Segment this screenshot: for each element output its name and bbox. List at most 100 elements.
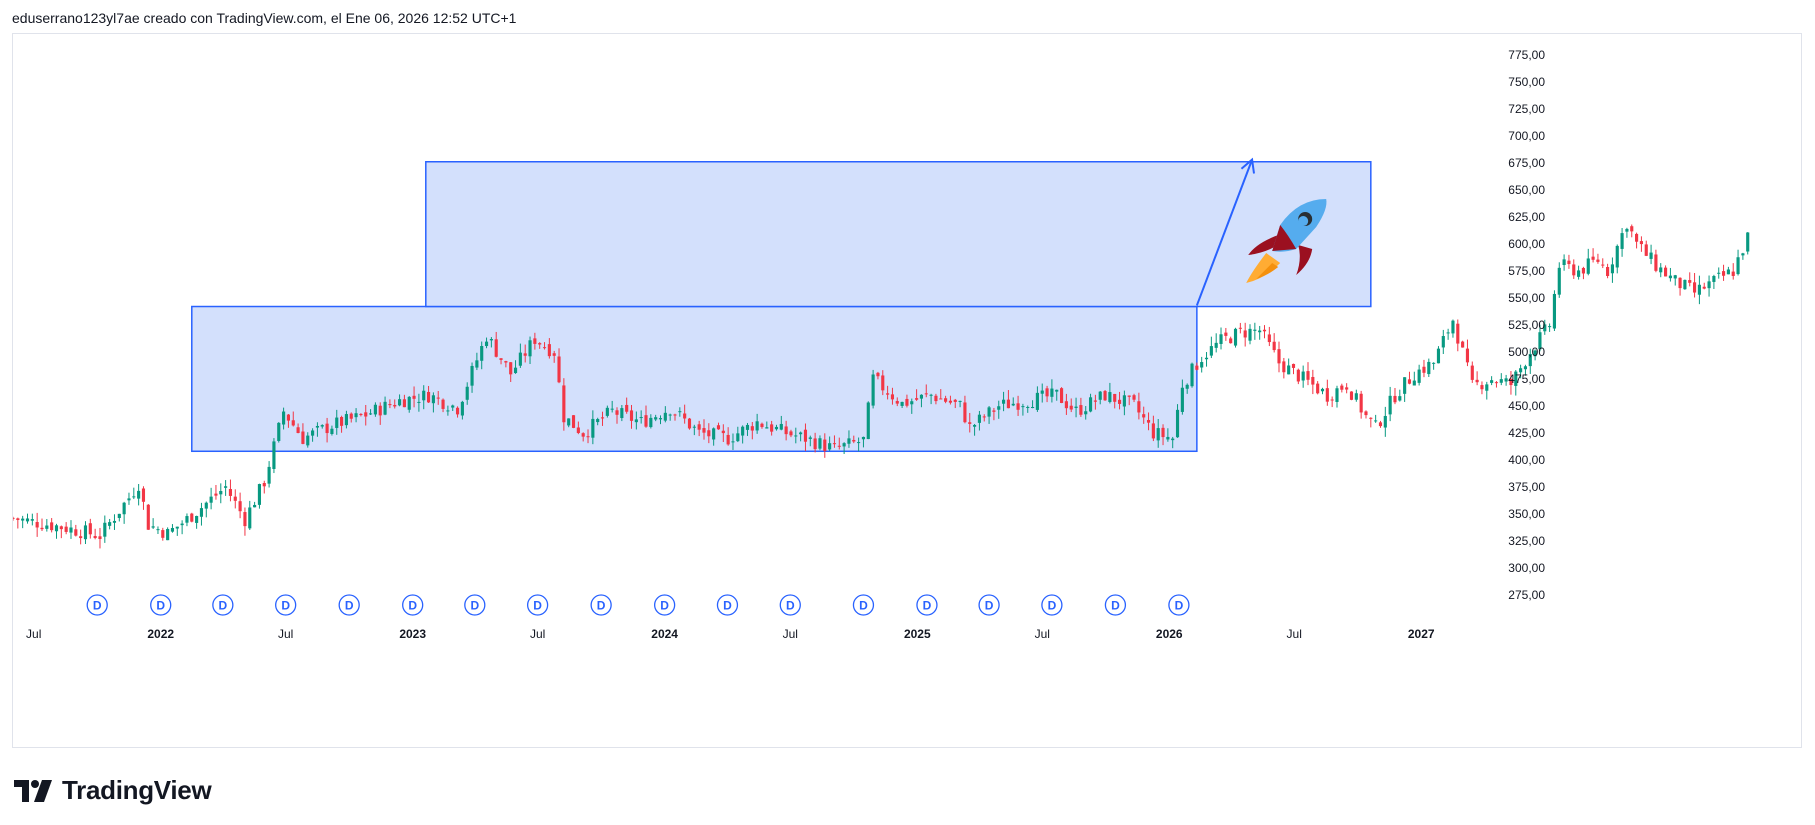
candle <box>610 400 614 413</box>
candle <box>383 396 387 416</box>
candle <box>1103 389 1107 401</box>
candle <box>895 397 899 407</box>
candle <box>697 420 701 437</box>
candle <box>175 526 179 536</box>
candle <box>1200 356 1204 373</box>
candle <box>1079 397 1083 417</box>
time-tick-label: 2026 <box>1156 627 1183 641</box>
chart-svg[interactable]: D D D D D D D D D D D D D D D D D D 275,00 300,00 325,00 350… <box>13 34 1801 747</box>
candle <box>1499 373 1503 386</box>
dividend-marker[interactable]: D <box>338 594 360 616</box>
candle <box>1673 274 1677 286</box>
candle <box>45 518 49 532</box>
candle <box>93 528 97 540</box>
price-tick-label: 675,00 <box>1508 156 1545 170</box>
candle <box>1026 405 1030 413</box>
time-tick-label: Jul <box>26 627 41 641</box>
price-tick-label: 375,00 <box>1508 480 1545 494</box>
dividend-marker[interactable]: D <box>1168 594 1190 616</box>
time-tick-label: 2025 <box>904 627 931 641</box>
dividend-marker[interactable]: D <box>275 594 297 616</box>
dividend-marker[interactable]: D <box>464 594 486 616</box>
dividend-marker[interactable]: D <box>916 594 938 616</box>
candle <box>518 343 522 368</box>
brand-name: TradingView <box>62 775 212 805</box>
candle <box>1552 290 1557 332</box>
price-tick-label: 275,00 <box>1508 588 1545 602</box>
candle <box>1630 224 1634 238</box>
dividend-marker[interactable]: D <box>526 594 549 616</box>
candle <box>1267 326 1271 347</box>
candle <box>1625 227 1629 238</box>
time-tick-label: Jul <box>1287 627 1302 641</box>
candle <box>489 337 493 348</box>
candle <box>1504 374 1508 386</box>
dividend-label: D <box>923 599 932 613</box>
candle <box>441 398 445 413</box>
candle <box>1040 383 1044 403</box>
price-tick-label: 575,00 <box>1508 264 1545 278</box>
candle <box>929 393 933 405</box>
candle <box>1253 322 1257 340</box>
dividend-marker[interactable]: D <box>1104 594 1127 616</box>
candle <box>919 394 924 408</box>
dividend-marker[interactable]: D <box>402 594 424 616</box>
candle <box>890 387 895 405</box>
candle <box>13 516 15 521</box>
candle <box>1369 417 1373 428</box>
dividend-label: D <box>93 599 102 613</box>
candle <box>1519 364 1523 379</box>
dividend-marker[interactable]: D <box>716 594 739 616</box>
candle <box>369 409 373 416</box>
dividend-marker[interactable]: D <box>86 594 108 616</box>
candle <box>108 518 112 530</box>
price-tick-label: 350,00 <box>1508 507 1545 521</box>
candle <box>1364 410 1368 419</box>
candle <box>88 518 92 539</box>
candle <box>166 527 170 541</box>
candle <box>1644 240 1648 257</box>
candle <box>644 405 648 428</box>
chart-frame[interactable]: D D D D D D D D D D D D D D D D D D 275,00 300,00 325,00 350… <box>12 33 1802 748</box>
brand-logo[interactable]: TradingView <box>14 775 212 806</box>
dividend-marker[interactable]: D <box>1041 594 1063 616</box>
arrow-line[interactable] <box>1195 159 1254 306</box>
dividend-marker[interactable]: D <box>653 594 676 616</box>
dividend-marker[interactable]: D <box>590 594 612 616</box>
candle <box>997 400 1001 419</box>
dividend-marker[interactable]: D <box>212 594 234 616</box>
candle <box>741 425 745 444</box>
candle <box>180 520 184 535</box>
candle <box>494 331 498 358</box>
candle <box>1031 400 1035 409</box>
candle <box>1064 393 1068 415</box>
candle <box>1248 324 1252 345</box>
candle <box>1523 364 1528 376</box>
candle <box>1316 381 1320 395</box>
candle <box>301 423 305 445</box>
candle <box>1581 266 1585 280</box>
candle <box>562 378 566 431</box>
candle <box>1035 386 1039 412</box>
candle <box>1059 387 1064 404</box>
candle <box>1262 325 1267 339</box>
candle <box>953 398 957 409</box>
candle <box>784 420 788 441</box>
candle <box>1683 279 1687 290</box>
candle <box>1697 275 1701 305</box>
range-box-2[interactable] <box>425 161 1372 308</box>
dividend-marker[interactable]: D <box>852 594 875 616</box>
dividend-marker[interactable]: D <box>150 594 172 616</box>
dividend-marker[interactable]: D <box>779 594 801 616</box>
candle <box>1403 377 1407 402</box>
dividend-marker[interactable]: D <box>978 594 1000 616</box>
candle <box>1668 267 1672 282</box>
candle <box>417 393 421 412</box>
candle <box>586 429 590 444</box>
dividend-label: D <box>859 599 868 613</box>
candle <box>30 513 34 526</box>
candle <box>1238 322 1242 334</box>
candle <box>103 515 107 543</box>
candle <box>1291 363 1296 375</box>
candle <box>1441 329 1445 355</box>
